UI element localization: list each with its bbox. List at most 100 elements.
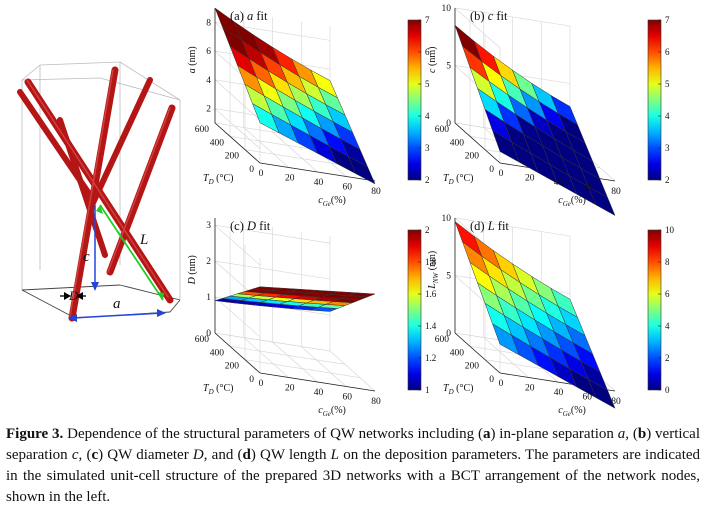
grid-line — [329, 350, 376, 392]
td-tick-label: 400 — [450, 348, 465, 358]
z-axis-label: c (nm) — [427, 47, 438, 73]
z-tick-label: 2 — [206, 257, 211, 267]
z-tick-label: 6 — [206, 47, 211, 57]
cge-tick-label: 40 — [314, 178, 324, 188]
caption-label: Figure 3. — [6, 426, 64, 442]
td-axis-label: TD (°C) — [443, 383, 473, 396]
cge-tick-label: 40 — [314, 388, 324, 398]
caption-text: ) QW diameter — [98, 447, 193, 463]
td-tick-label: 200 — [225, 362, 240, 372]
cge-axis-label: cGe(%) — [318, 405, 346, 418]
td-axis-label: TD (°C) — [203, 173, 233, 186]
caption-text: , ( — [625, 426, 638, 442]
caption-var-L: L — [330, 447, 339, 463]
caption-text: Dependence of the structural parameters … — [63, 426, 483, 442]
td-tick-label: 600 — [195, 125, 210, 135]
colorbar-tick-label: 2 — [665, 353, 670, 363]
colorbar-tick-label: 6 — [425, 47, 430, 57]
colorbar-tick-label: 4 — [425, 111, 430, 121]
cge-tick-label: 60 — [343, 183, 353, 193]
z-tick-label: 1 — [206, 293, 211, 303]
colorbar-tick-label: 6 — [665, 47, 670, 57]
cge-tick-label: 20 — [285, 384, 295, 394]
colorbar-tick-label: 7 — [665, 15, 670, 25]
colorbar-tick-label: 4 — [665, 321, 670, 331]
caption-text: , and ( — [203, 447, 243, 463]
caption-text: ) vertical separation — [6, 426, 701, 463]
td-tick-label: 0 — [489, 165, 494, 175]
z-tick-label: 3 — [206, 221, 211, 231]
cge-tick-label: 0 — [499, 169, 504, 179]
z-tick-label: 4 — [206, 76, 211, 86]
td-axis-label: TD (°C) — [203, 383, 233, 396]
colorbar-tick-label: 3 — [425, 143, 430, 153]
z-tick-label: 0 — [446, 329, 451, 339]
td-axis-label: TD (°C) — [443, 173, 473, 186]
cge-tick-label: 60 — [583, 393, 593, 403]
cge-tick-label: 0 — [499, 379, 504, 389]
surface-cell — [347, 155, 376, 185]
figure-caption: Figure 3. Dependence of the structural p… — [6, 424, 700, 508]
z-axis-label: D (nm) — [187, 255, 198, 285]
cge-tick-label: 80 — [611, 187, 621, 197]
colorbar — [647, 229, 662, 391]
td-tick-label: 200 — [225, 152, 240, 162]
td-tick-label: 600 — [435, 125, 450, 135]
cge-tick-label: 60 — [343, 393, 353, 403]
caption-var-a: a — [617, 426, 626, 442]
z-tick-label: 2 — [206, 105, 211, 115]
panel-title: (a) a fit — [230, 9, 268, 23]
td-tick-label: 0 — [249, 165, 254, 175]
grid-line — [243, 337, 289, 378]
colorbar-tick-label: 1.2 — [425, 353, 436, 363]
y-axis-line — [214, 122, 261, 164]
label-D: D — [68, 288, 79, 303]
caption-text: on the deposition parameters. The parame… — [6, 447, 701, 505]
colorbar-tick-label: 2 — [425, 175, 430, 185]
surface-cell — [587, 378, 616, 409]
colorbar-tick-label: 0 — [665, 385, 670, 395]
caption-ref-d: d — [242, 447, 251, 463]
panel-title: (d) L fit — [470, 219, 509, 233]
z-tick-label: 5 — [446, 272, 451, 282]
colorbar-tick-label: 1.6 — [425, 289, 437, 299]
cge-tick-label: 80 — [371, 187, 381, 197]
td-tick-label: 400 — [450, 138, 465, 148]
colorbar-tick-label: 7 — [425, 15, 430, 25]
cge-tick-label: 80 — [611, 397, 621, 407]
surface-cell — [587, 186, 616, 217]
label-L: L — [139, 232, 148, 248]
caption-text: ) in-plane separation — [490, 426, 618, 442]
colorbar-tick-label: 2 — [425, 225, 430, 235]
grid-line — [272, 131, 318, 173]
caption-ref-a: a — [482, 426, 491, 442]
cge-axis-label: cGe(%) — [318, 195, 346, 208]
td-tick-label: 200 — [465, 362, 480, 372]
y-axis-line — [214, 332, 261, 374]
td-tick-label: 400 — [210, 348, 225, 358]
td-tick-label: 600 — [435, 335, 450, 345]
grid-line — [243, 127, 289, 168]
colorbar-tick-label: 1 — [425, 385, 430, 395]
cge-tick-label: 60 — [583, 183, 593, 193]
colorbar-tick-label: 1.8 — [425, 257, 437, 267]
y-axis-line — [454, 122, 501, 164]
surface-cell — [348, 292, 376, 298]
colorbar — [647, 19, 662, 181]
cge-tick-label: 0 — [259, 169, 264, 179]
x-axis-line — [259, 162, 376, 182]
z-tick-label: 0 — [446, 119, 451, 129]
grid-line — [244, 359, 361, 378]
colorbar — [407, 229, 422, 391]
grid-line — [229, 346, 346, 365]
caption-text: ) QW length — [250, 447, 331, 463]
z-tick-label: 0 — [206, 329, 211, 339]
colorbar-tick-label: 2 — [665, 175, 670, 185]
cge-axis-label: cGe(%) — [558, 195, 586, 208]
cge-tick-label: 40 — [554, 388, 564, 398]
